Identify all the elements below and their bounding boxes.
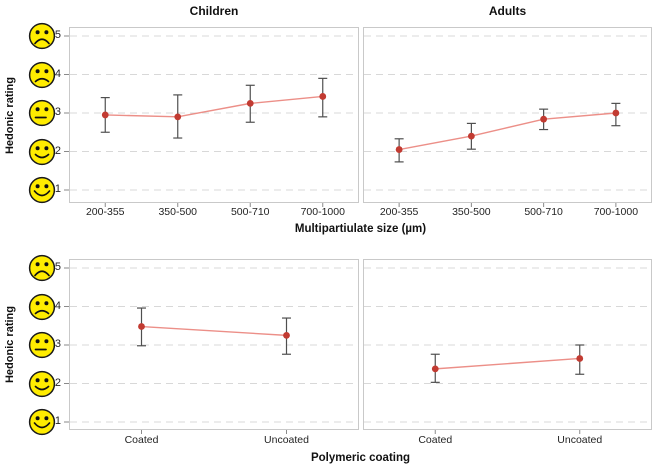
y-tick-label: 3 [54, 338, 61, 350]
panel-title-adults: Adults [488, 4, 527, 18]
y-tick-label: 2 [54, 144, 61, 157]
data-point [576, 355, 584, 362]
smiley-sad-icon [28, 293, 56, 321]
x-tick-labels-children-size: 200-355 350-500 500-710 700-1000 [69, 206, 359, 220]
y-tick-label: 4 [54, 67, 61, 80]
x-tick-label: 500-710 [230, 206, 270, 218]
x-tick-labels-adults-coating: Coated Uncoated [363, 434, 652, 448]
x-tick-labels-adults-size: 200-355 350-500 500-710 700-1000 [363, 206, 652, 220]
x-tick-label: 700-1000 [593, 206, 639, 218]
panel-adults-size [363, 27, 652, 207]
smiley-very-happy-icon [28, 176, 56, 204]
smiley-neutral-icon [28, 99, 56, 127]
smiley-happy-icon [28, 138, 56, 166]
smiley-sad-icon [28, 61, 56, 89]
x-tick-label: Uncoated [264, 434, 309, 446]
y-tick-label: 5 [54, 29, 61, 41]
smiley-happy-icon [28, 370, 56, 398]
smiley-very-sad-icon [28, 254, 56, 282]
data-point [174, 113, 182, 121]
y-tick-label: 4 [54, 299, 61, 312]
x-tick-label: 500-710 [524, 206, 563, 218]
smiley-neutral-icon [28, 331, 56, 359]
x-tick-label: Coated [124, 434, 159, 446]
trend-line [398, 112, 616, 151]
x-tick-label: Uncoated [557, 434, 603, 446]
x-axis-label-coating: Polymeric coating [310, 452, 411, 464]
x-tick-label: 700-1000 [300, 206, 345, 218]
panel-children-coating [64, 259, 359, 434]
smiley-very-happy-icon [28, 408, 56, 436]
y-tick-label: 2 [54, 376, 61, 389]
y-tick-label: 5 [54, 261, 61, 273]
panel-border [363, 27, 652, 203]
y-tick-label: 3 [54, 106, 61, 118]
data-point [246, 99, 254, 107]
data-point [431, 365, 439, 373]
data-point [319, 93, 327, 100]
trend-line [141, 325, 287, 337]
y-tick-label: 1 [54, 183, 61, 195]
y-axis-label-bottom: Hedonic rating [4, 306, 16, 384]
trend-line [105, 95, 323, 118]
panel-children-size [64, 27, 359, 207]
panel-title-children: Children [189, 4, 239, 18]
x-tick-label: 200-355 [85, 206, 125, 218]
x-tick-label: 350-500 [452, 206, 491, 218]
data-point [540, 115, 548, 123]
y-axis-label-top: Hedonic rating [4, 77, 16, 155]
panel-border [363, 259, 652, 430]
trend-line [435, 357, 580, 370]
data-point [138, 323, 145, 330]
panel-adults-coating [363, 259, 652, 434]
data-point [283, 331, 290, 339]
smiley-very-sad-icon [28, 22, 56, 50]
x-axis-label-size: Multipartiulate size (µm) [294, 223, 427, 235]
x-tick-label: 200-355 [379, 206, 419, 218]
x-tick-labels-children-coating: Coated Uncoated [69, 434, 359, 448]
data-point [101, 111, 109, 119]
data-point [612, 109, 620, 117]
y-tick-label: 1 [54, 415, 61, 427]
x-tick-label: 350-500 [158, 206, 198, 218]
data-point [395, 146, 403, 153]
data-point [467, 132, 475, 140]
x-tick-label: Coated [418, 434, 453, 446]
